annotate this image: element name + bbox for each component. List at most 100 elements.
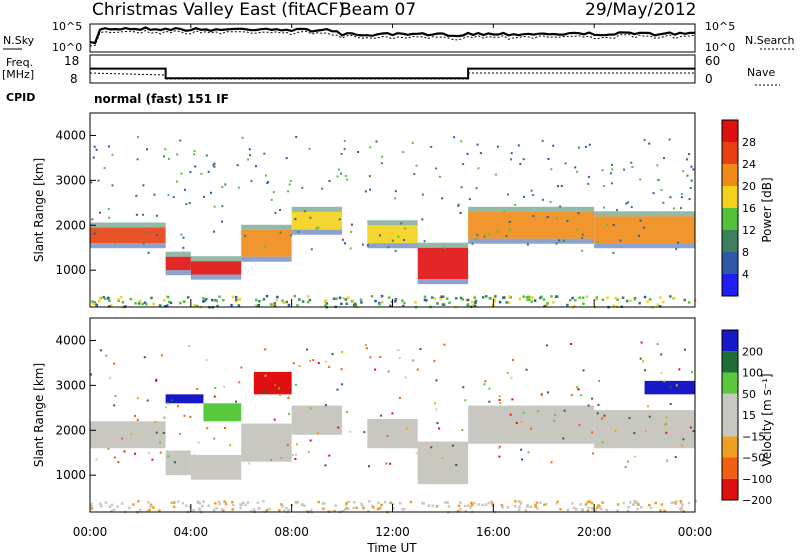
- heatmap-cell: [544, 502, 548, 506]
- heatmap-cell: [540, 295, 543, 299]
- heatmap-cell: [681, 503, 684, 507]
- heatmap-cell: [631, 166, 634, 168]
- heatmap-cell: [273, 304, 277, 308]
- heatmap-cell: [519, 162, 522, 165]
- heatmap-cell: [158, 304, 162, 307]
- x-tick-label: 12:00: [375, 525, 410, 539]
- heatmap-cell: [377, 501, 380, 504]
- heatmap-cell: [172, 196, 175, 199]
- heatmap-cell: [334, 504, 337, 507]
- velocity-ytick-label: 4000: [55, 333, 86, 347]
- heatmap-cell: [532, 215, 535, 217]
- velocity-ytick-label: 2000: [55, 423, 86, 437]
- heatmap-cell: [285, 300, 288, 304]
- velocity-band: [165, 450, 191, 476]
- velocity-band: [417, 441, 469, 485]
- heatmap-cell: [494, 173, 497, 176]
- heatmap-cell: [672, 501, 675, 504]
- heatmap-cell: [241, 136, 244, 139]
- heatmap-cell: [559, 508, 562, 511]
- heatmap-cell: [370, 295, 374, 298]
- heatmap-cell: [151, 458, 154, 461]
- heatmap-cell: [249, 510, 253, 513]
- heatmap-cell: [239, 506, 242, 510]
- heatmap-cell: [683, 348, 686, 351]
- heatmap-cell: [521, 458, 523, 461]
- heatmap-cell: [522, 158, 525, 161]
- power-band-edge: [241, 224, 292, 230]
- heatmap-cell: [181, 501, 185, 505]
- heatmap-cell: [347, 296, 350, 299]
- heatmap-cell: [464, 399, 467, 402]
- heatmap-cell: [496, 145, 499, 148]
- heatmap-cell: [111, 184, 114, 187]
- heatmap-cell: [258, 507, 261, 510]
- heatmap-cell: [677, 241, 679, 244]
- heatmap-cell: [108, 505, 112, 509]
- heatmap-cell: [263, 391, 266, 394]
- heatmap-cell: [451, 444, 454, 447]
- heatmap-cell: [112, 508, 116, 511]
- heatmap-cell: [498, 455, 501, 458]
- heatmap-cell: [285, 157, 288, 160]
- heatmap-cell: [579, 503, 582, 506]
- heatmap-cell: [193, 153, 196, 156]
- heatmap-cell: [138, 299, 142, 303]
- heatmap-cell: [173, 501, 176, 504]
- heatmap-cell: [217, 500, 221, 503]
- heatmap-cell: [111, 153, 114, 156]
- heatmap-cell: [349, 247, 352, 250]
- heatmap-cell: [142, 184, 145, 187]
- heatmap-cell: [247, 158, 250, 161]
- heatmap-cell: [455, 297, 458, 300]
- heatmap-cell: [237, 186, 240, 189]
- power-ytick-label: 3000: [55, 173, 86, 187]
- heatmap-cell: [90, 505, 93, 508]
- heatmap-cell: [674, 456, 677, 458]
- heatmap-cell: [244, 503, 247, 507]
- heatmap-cell: [394, 300, 397, 303]
- heatmap-cell: [423, 298, 427, 302]
- heatmap-cell: [211, 298, 214, 302]
- heatmap-cell: [308, 298, 312, 302]
- velocity-colorbar-tick: −50: [742, 452, 765, 465]
- heatmap-cell: [179, 432, 182, 435]
- heatmap-cell: [443, 343, 446, 346]
- heatmap-cell: [273, 302, 276, 305]
- heatmap-cell: [501, 296, 505, 299]
- heatmap-cell: [380, 414, 382, 417]
- heatmap-cell: [599, 507, 603, 511]
- heatmap-cell: [460, 186, 463, 189]
- heatmap-cell: [690, 165, 693, 168]
- heatmap-cell: [91, 302, 95, 305]
- heatmap-cell: [485, 295, 488, 298]
- power-colorbar-tick: 8: [742, 246, 749, 259]
- power-ylabel: Slant Range [km]: [32, 158, 46, 262]
- velocity-colorbar-tick: 15: [742, 409, 756, 422]
- heatmap-cell: [108, 216, 111, 219]
- power-swatch: [722, 208, 738, 230]
- heatmap-cell: [179, 139, 182, 142]
- heatmap-cell: [646, 300, 649, 303]
- heatmap-cell: [536, 507, 539, 510]
- x-axis-label: Time UT: [366, 541, 417, 554]
- heatmap-cell: [612, 304, 616, 307]
- heatmap-cell: [477, 167, 480, 170]
- heatmap-cell: [528, 298, 531, 301]
- heatmap-cell: [546, 303, 549, 306]
- heatmap-cell: [691, 371, 693, 374]
- heatmap-cell: [488, 400, 491, 403]
- heatmap-cell: [441, 457, 444, 460]
- heatmap-cell: [633, 298, 637, 301]
- heatmap-cell: [238, 381, 241, 384]
- heatmap-cell: [616, 209, 618, 212]
- heatmap-cell: [514, 500, 517, 503]
- heatmap-cell: [614, 296, 617, 300]
- heatmap-cell: [231, 508, 234, 511]
- velocity-band: [253, 371, 292, 395]
- heatmap-cell: [529, 505, 533, 508]
- heatmap-cell: [389, 462, 392, 465]
- heatmap-cell: [256, 304, 260, 307]
- power-swatch: [722, 120, 738, 142]
- heatmap-cell: [328, 179, 331, 182]
